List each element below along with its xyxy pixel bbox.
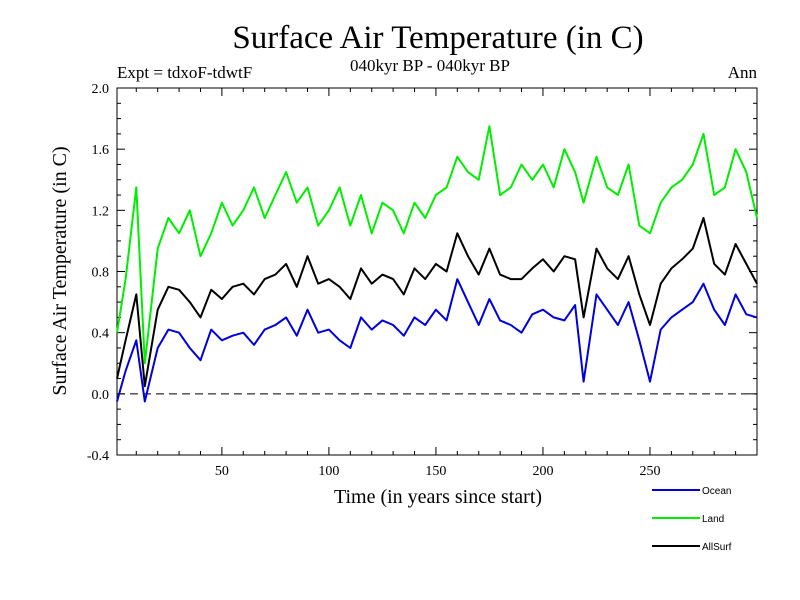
series-line-ocean — [116, 278, 758, 403]
y-tick-label: 1.2 — [92, 204, 110, 219]
legend: Ocean Land AllSurf — [652, 486, 732, 553]
plot-area: 50 100 150 200 250 -0.4 0.0 0.4 0.8 1.2 1.6 2.0 — [87, 82, 758, 479]
y-tick-label: 1.6 — [92, 143, 110, 158]
legend-label-land: Land — [702, 514, 724, 525]
plot-frame — [116, 87, 758, 456]
chart-subtitle: 040kyr BP - 040kyr BP — [350, 56, 510, 75]
x-tick-label: 150 — [425, 464, 446, 479]
x-axis-label: Time (in years since start) — [334, 486, 542, 508]
legend-label-allsurf: AllSurf — [702, 542, 732, 553]
x-tick-label: 50 — [215, 464, 229, 479]
y-axis-label: Surface Air Temperature (in C) — [49, 146, 71, 395]
y-tick-label: 0.8 — [92, 266, 110, 281]
experiment-label: Expt = tdxoF-tdwtF — [117, 63, 252, 82]
y-tick-label: 0.4 — [92, 327, 110, 342]
series-line-allsurf — [116, 217, 758, 388]
season-label: Ann — [728, 63, 758, 82]
series-line-land — [116, 125, 758, 365]
legend-label-ocean: Ocean — [702, 486, 731, 497]
y-tick-label: 0.0 — [92, 388, 110, 403]
x-tick-label: 100 — [318, 464, 339, 479]
x-tick-label: 250 — [639, 464, 660, 479]
chart-title: Surface Air Temperature (in C) — [232, 20, 643, 56]
y-tick-label: -0.4 — [87, 449, 109, 464]
y-tick-label: 2.0 — [92, 82, 110, 97]
x-tick-label: 200 — [532, 464, 553, 479]
